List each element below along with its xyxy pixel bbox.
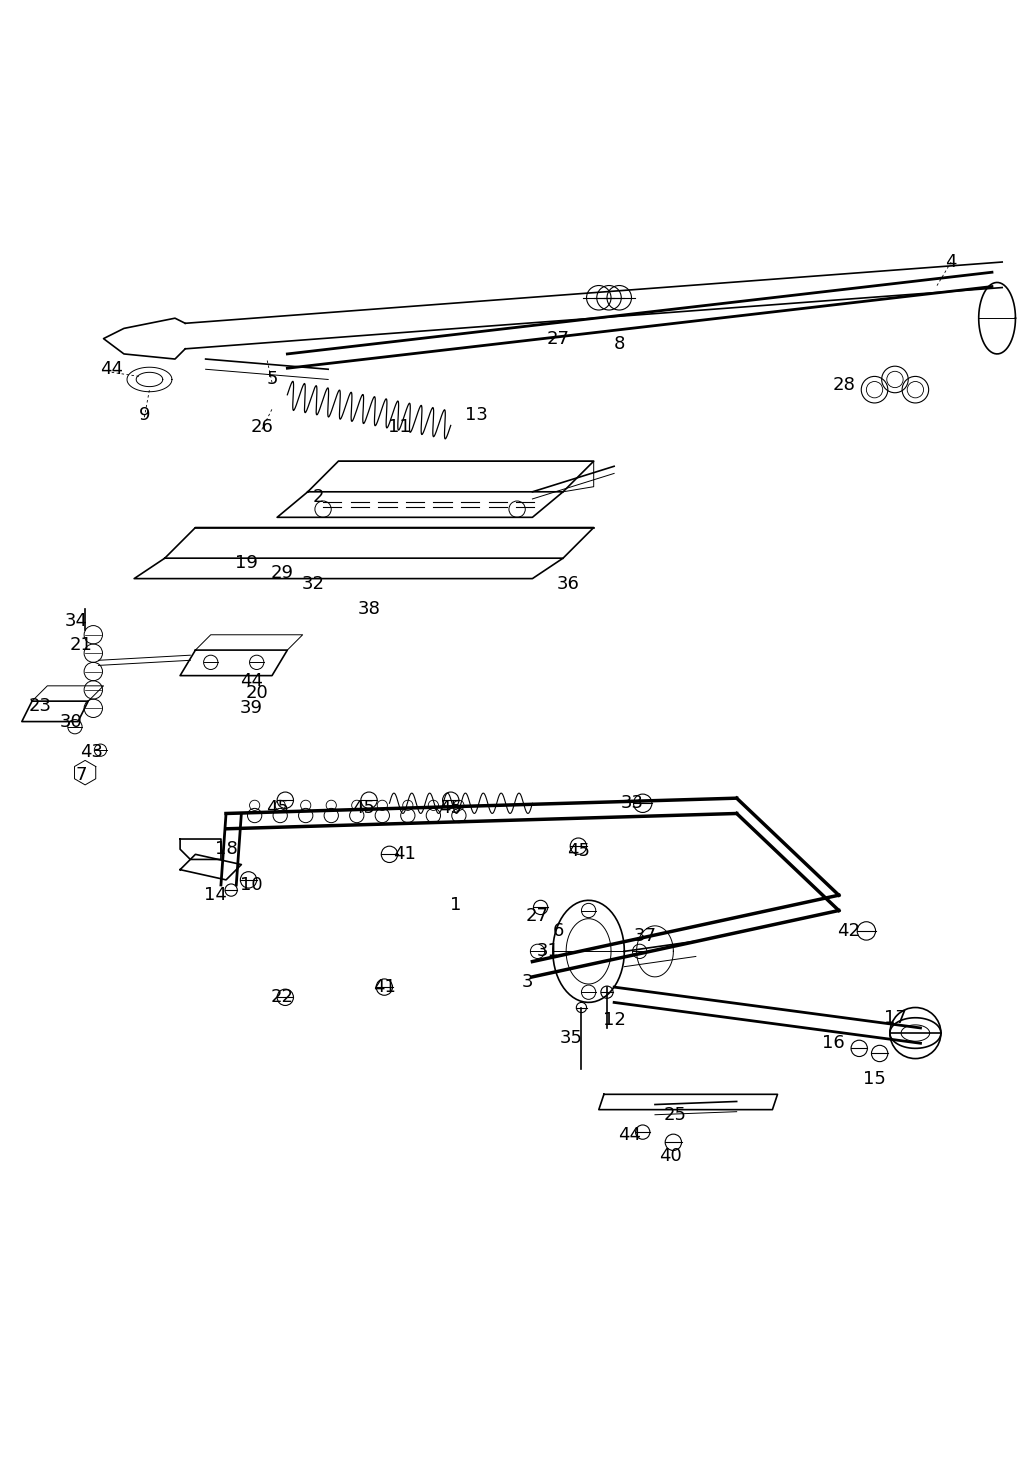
Text: 26: 26	[250, 418, 273, 436]
Text: 13: 13	[465, 407, 487, 424]
Text: 37: 37	[633, 928, 656, 945]
Text: 2: 2	[312, 488, 324, 506]
Text: 36: 36	[557, 574, 580, 592]
Text: 11: 11	[388, 418, 411, 436]
Text: 15: 15	[863, 1070, 886, 1088]
Text: 28: 28	[833, 375, 855, 393]
Text: 42: 42	[838, 922, 860, 939]
Text: 7: 7	[76, 766, 87, 784]
Text: 25: 25	[664, 1106, 687, 1123]
Text: 5: 5	[266, 371, 278, 389]
Text: 12: 12	[603, 1011, 626, 1028]
Text: 31: 31	[537, 942, 559, 960]
Text: 44: 44	[100, 361, 123, 378]
Text: 16: 16	[822, 1034, 845, 1052]
Text: 44: 44	[617, 1126, 641, 1144]
Text: 45: 45	[439, 800, 462, 818]
Text: 8: 8	[613, 335, 625, 353]
Text: 41: 41	[393, 846, 416, 864]
Text: 23: 23	[29, 697, 51, 715]
Text: 20: 20	[246, 684, 268, 702]
Text: 45: 45	[352, 800, 376, 818]
Text: 39: 39	[240, 699, 263, 717]
Text: 45: 45	[567, 843, 590, 861]
Text: 41: 41	[373, 978, 396, 996]
Text: 14: 14	[205, 886, 227, 904]
Text: 4: 4	[945, 254, 956, 272]
Text: 43: 43	[80, 743, 102, 761]
Text: 32: 32	[301, 574, 325, 592]
Text: 10: 10	[241, 876, 263, 893]
Text: 30: 30	[59, 712, 82, 730]
Text: 9: 9	[138, 407, 151, 424]
Text: 44: 44	[240, 672, 263, 690]
Text: 1: 1	[451, 896, 462, 914]
Text: 35: 35	[560, 1030, 583, 1048]
Text: 27: 27	[547, 329, 569, 347]
Text: 33: 33	[621, 794, 644, 812]
Text: 27: 27	[526, 907, 549, 925]
Text: 3: 3	[521, 974, 534, 991]
Text: 38: 38	[357, 600, 381, 619]
Text: 34: 34	[65, 613, 87, 631]
Text: 29: 29	[270, 564, 294, 583]
Text: 22: 22	[270, 988, 294, 1006]
Text: 45: 45	[265, 800, 289, 818]
Text: 21: 21	[70, 637, 92, 654]
Text: 6: 6	[552, 922, 563, 939]
Text: 18: 18	[215, 840, 238, 858]
Text: 19: 19	[236, 555, 258, 573]
Text: 40: 40	[658, 1147, 682, 1165]
Text: 17: 17	[884, 1009, 906, 1027]
